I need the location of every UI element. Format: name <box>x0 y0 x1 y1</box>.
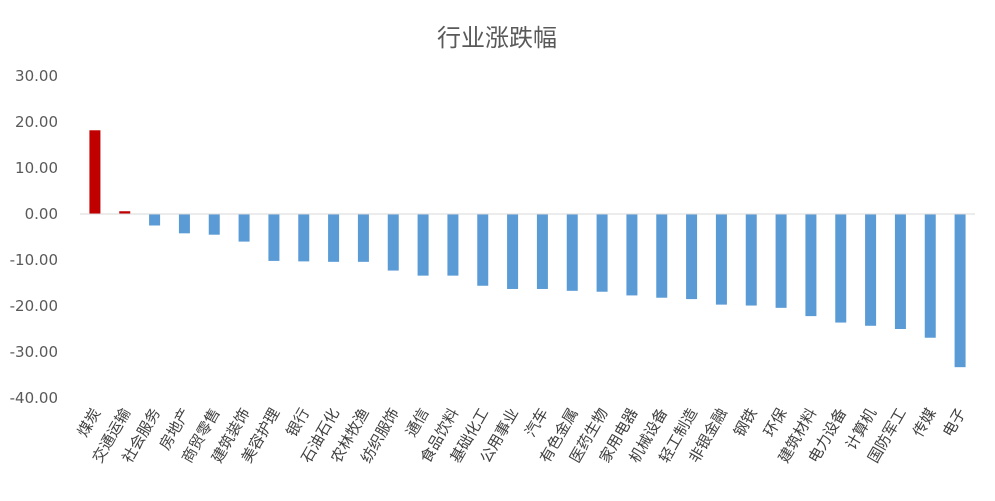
y-tick-label: -10.00 <box>10 251 58 269</box>
y-tick-label: -20.00 <box>10 297 58 315</box>
bar-10 <box>387 214 399 271</box>
bar-12 <box>447 214 459 276</box>
y-tick-label: -40.00 <box>10 389 58 407</box>
x-tick-label: 钢铁 <box>730 405 761 440</box>
bar-15 <box>536 214 548 289</box>
y-tick-label: 30.00 <box>15 67 58 85</box>
bar-29 <box>954 214 966 368</box>
x-tick-label: 银行 <box>283 405 314 440</box>
bar-21 <box>715 214 727 305</box>
bar-9 <box>357 214 369 262</box>
bar-16 <box>566 214 578 291</box>
bar-6 <box>268 214 280 261</box>
y-tick-label: 0.00 <box>25 205 58 223</box>
x-tick-label: 传媒 <box>909 405 940 440</box>
bar-23 <box>775 214 787 308</box>
bar-19 <box>656 214 668 298</box>
chart-title: 行业涨跌幅 <box>437 24 557 52</box>
bar-18 <box>626 214 638 296</box>
bar-5 <box>238 214 250 242</box>
y-axis-ticks: 30.00 20.00 10.00 0.00 -10.00 -20.00 -30.00 -40… <box>10 67 58 407</box>
y-tick-label: 10.00 <box>15 159 58 177</box>
bar-14 <box>507 214 519 289</box>
bar-20 <box>686 214 698 300</box>
bar-4 <box>208 214 220 235</box>
bar-22 <box>745 214 757 306</box>
bars-group <box>89 130 966 368</box>
bar-8 <box>328 214 340 262</box>
bar-28 <box>924 214 936 338</box>
bar-17 <box>596 214 608 292</box>
bar-1 <box>119 211 131 214</box>
x-tick-label: 通信 <box>402 405 433 440</box>
bar-0 <box>89 130 101 214</box>
bar-27 <box>894 214 906 329</box>
y-tick-label: -30.00 <box>10 343 58 361</box>
x-tick-label: 煤炭 <box>74 405 105 440</box>
y-tick-label: 20.00 <box>15 113 58 131</box>
bar-3 <box>178 214 190 234</box>
x-axis-labels: 煤炭交通运输社会服务房地产商贸零售建筑装饰美容护理 银行石油石化农林牧渔纺织服饰通… <box>74 405 970 466</box>
x-tick-label: 汽车 <box>521 405 552 440</box>
x-tick-label: 电子 <box>939 405 970 440</box>
bar-24 <box>805 214 817 317</box>
bar-25 <box>835 214 847 323</box>
bar-26 <box>865 214 877 326</box>
x-tick-label: 环保 <box>760 405 791 440</box>
bar-11 <box>417 214 429 276</box>
bar-13 <box>477 214 489 286</box>
bar-2 <box>149 214 161 226</box>
bar-7 <box>298 214 310 262</box>
